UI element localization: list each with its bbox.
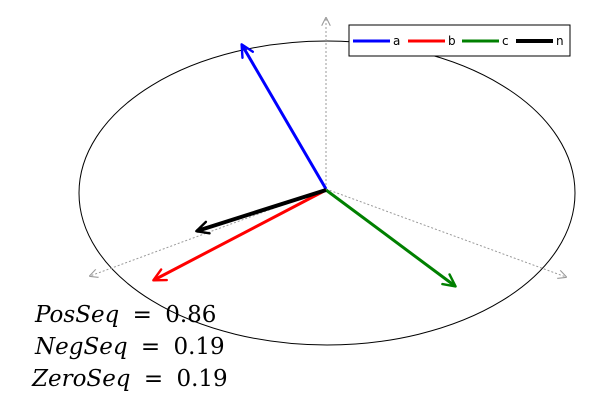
legend-label-a: a	[393, 34, 400, 48]
phasor-a	[240, 43, 328, 190]
pos-seq-line: PosSeq = 0.86	[34, 302, 216, 328]
legend-item-n: n	[516, 34, 564, 48]
legend-item-b: b	[408, 34, 456, 48]
phasor-n	[195, 188, 327, 235]
legend-label-b: b	[448, 34, 456, 48]
right-axis	[325, 188, 566, 277]
reference-ellipse	[78, 40, 576, 346]
phasor-c	[325, 188, 457, 288]
legend-item-c: c	[462, 34, 509, 48]
legend-label-n: n	[556, 34, 564, 48]
neg-seq-value: 0.19	[173, 334, 224, 360]
neg-seq-label: NegSeq	[34, 334, 128, 360]
sequence-readout: PosSeq = 0.86 NegSeq = 0.19 ZeroSeq = 0.…	[31, 302, 228, 392]
phasor-b	[152, 188, 327, 282]
pos-seq-label: PosSeq	[34, 302, 119, 328]
pos-seq-equals: =	[133, 302, 152, 328]
legend: a b c n	[348, 24, 571, 57]
zero-seq-value: 0.19	[176, 366, 227, 392]
zero-seq-label: ZeroSeq	[31, 366, 131, 392]
zero-seq-equals: =	[144, 366, 163, 392]
legend-item-a: a	[353, 34, 400, 48]
zero-seq-line: ZeroSeq = 0.19	[31, 366, 228, 392]
pos-seq-value: 0.86	[165, 302, 216, 328]
neg-seq-line: NegSeq = 0.19	[34, 334, 225, 360]
legend-label-c: c	[502, 34, 509, 48]
neg-seq-equals: =	[141, 334, 160, 360]
